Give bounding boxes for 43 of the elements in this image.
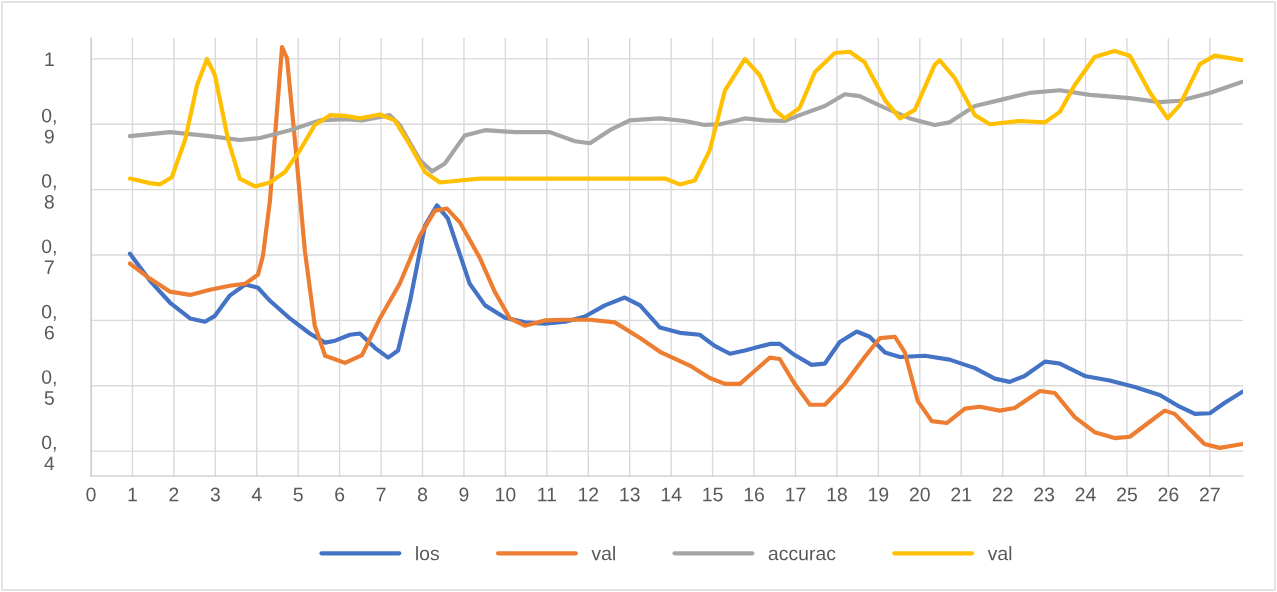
x-tick-label: 2 [169, 487, 179, 502]
x-tick-label: 23 [1034, 487, 1055, 502]
x-tick-label: 15 [703, 487, 723, 502]
y-tick-label: 0,7 [41, 239, 56, 274]
x-tick-label: 14 [661, 487, 682, 502]
y-tick-label: 0,9 [41, 108, 56, 144]
x-tick-label: 13 [620, 487, 640, 502]
x-tick-label: 6 [335, 487, 345, 502]
x-tick-label: 20 [909, 487, 930, 502]
legend-label: val [987, 546, 1012, 561]
x-tick-label: 0 [86, 487, 96, 502]
x-tick-label: 19 [869, 487, 889, 502]
line-series [127, 203, 1243, 416]
x-tick-label: 3 [210, 487, 220, 502]
x-tick-label: 21 [951, 487, 972, 502]
x-tick-label: 9 [459, 487, 469, 502]
y-tick-label: 0,8 [41, 174, 56, 209]
line-series [127, 48, 1243, 189]
x-tick-label: 24 [1075, 487, 1096, 502]
x-tick-label: 25 [1117, 487, 1137, 502]
legend-label: accurac [768, 549, 836, 561]
x-tick-label: 8 [417, 487, 428, 502]
line-series [127, 45, 1243, 450]
x-tick-label: 1 [128, 487, 137, 502]
y-tick-label: 0,4 [41, 435, 56, 471]
x-tick-label: 27 [1200, 487, 1220, 502]
y-tick-label: 0,6 [41, 304, 56, 340]
x-tick-label: 18 [827, 487, 847, 502]
x-tick-label: 10 [496, 487, 516, 502]
legend-label: val [591, 546, 615, 561]
x-tick-label: 7 [376, 487, 386, 502]
y-tick-label: 1 [45, 52, 54, 66]
x-tick-label: 12 [578, 487, 599, 502]
line-series [127, 79, 1243, 174]
x-tick-label: 5 [293, 487, 303, 502]
legend-label: los [416, 546, 439, 561]
x-tick-label: 16 [744, 487, 764, 502]
x-tick-label: 17 [786, 487, 806, 502]
x-tick-label: 26 [1158, 487, 1179, 502]
x-tick-label: 22 [992, 487, 1013, 502]
y-tick-label: 0,5 [41, 370, 56, 405]
x-tick-label: 11 [538, 487, 556, 502]
x-tick-label: 4 [251, 487, 262, 502]
